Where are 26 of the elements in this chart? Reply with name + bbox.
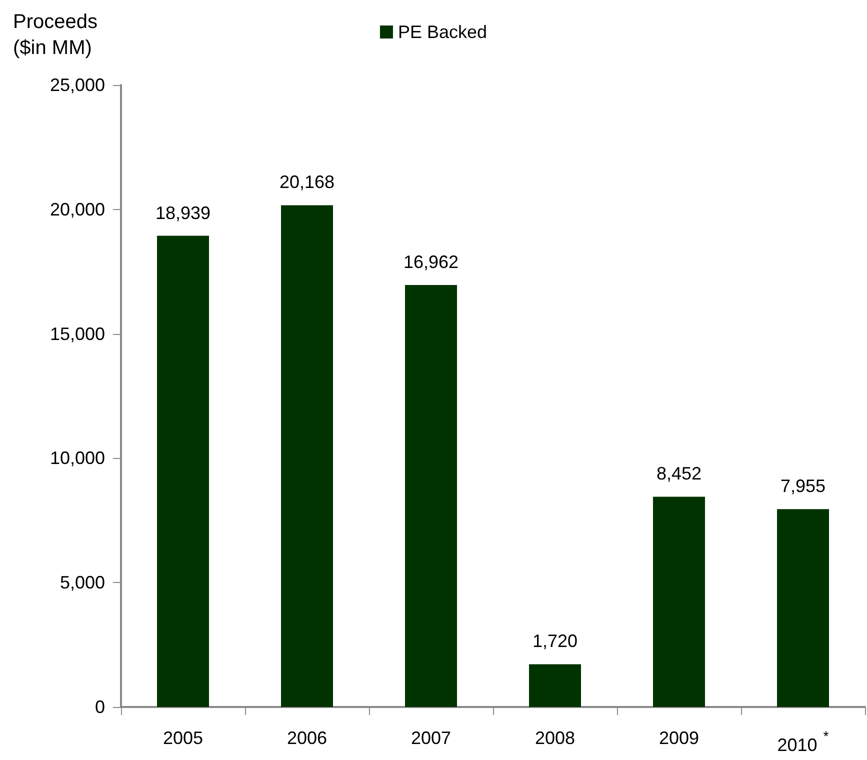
y-tick-label: 0 [94,697,105,717]
data-label: 1,720 [532,631,578,652]
y-tick-label: 20,000 [50,199,105,220]
x-tick-label: 2005 [162,728,204,748]
y-tick-label: 25,000 [50,75,105,95]
y-axis-title: Proceeds ($in MM) [13,11,104,59]
data-label: 18,939 [155,202,211,223]
bar [529,664,581,707]
data-label: 8,452 [656,464,702,484]
bar [653,496,705,707]
y-tick-label: 5,000 [60,572,105,593]
data-label: 16,962 [403,252,459,272]
x-tick-label: 2010* [777,728,830,755]
y-tick-label: 15,000 [50,324,105,344]
bar [281,205,333,707]
x-tick-label: 2009 [658,728,700,748]
data-label: 20,168 [279,172,335,192]
bar [777,509,829,707]
x-tick-label: 2006 [286,728,328,748]
legend-label: PE Backed [398,22,488,42]
y-tick-label: 10,000 [50,448,105,468]
data-label: 7,955 [780,476,826,496]
bar [157,236,209,707]
bar [405,284,457,707]
x-tick-label: 2007 [410,728,452,748]
x-tick-label: 2008 [534,728,576,748]
